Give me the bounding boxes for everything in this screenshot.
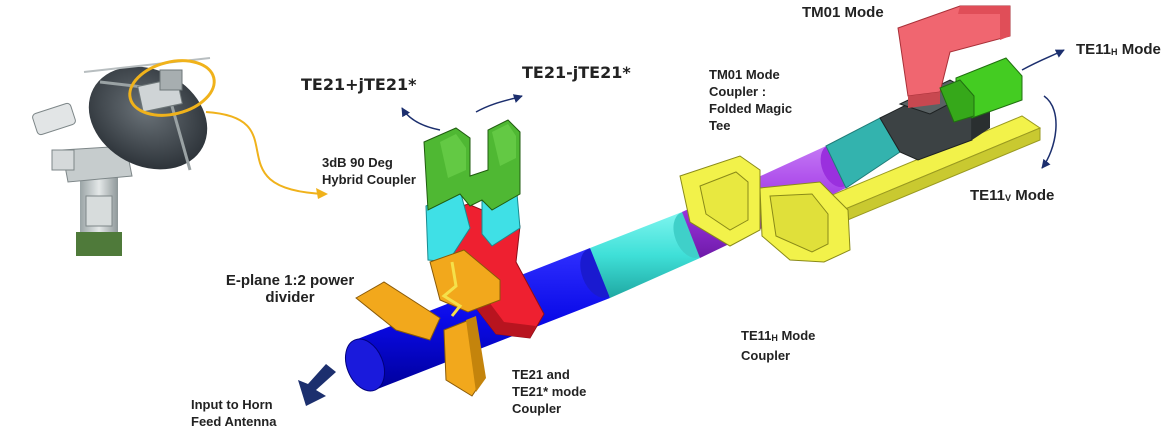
label-te21-coupler: TE21 and TE21* mode Coupler xyxy=(512,367,587,416)
te21-plus-output-arrow xyxy=(401,107,441,131)
label-tm01-mode: TM01 Mode xyxy=(802,4,884,21)
label-te11h-coupler: TE11H Mode Coupler xyxy=(741,328,816,363)
te11h-mode-coupler xyxy=(679,155,851,263)
label-te11h-mode: TE11H Mode xyxy=(1076,41,1161,58)
label-input-horn: Input to Horn Feed Antenna xyxy=(191,397,277,429)
input-arrow xyxy=(298,364,336,406)
label-te11v-mode: TE11V Mode xyxy=(970,187,1055,204)
blue-circular-waveguide xyxy=(344,248,616,392)
hybrid-coupler-green-top xyxy=(423,119,521,211)
e-plane-power-divider xyxy=(355,249,501,397)
antenna-photo xyxy=(32,57,211,256)
te21-minus-output-arrow xyxy=(475,94,523,113)
label-te21-plus: TE21+jTE21* xyxy=(301,75,417,94)
tm01-output-arm xyxy=(897,5,1011,108)
te11h-mode-arrow xyxy=(1021,49,1065,71)
feed-callout-line xyxy=(205,111,327,195)
label-e-plane-divider: E-plane 1:2 power divider xyxy=(225,272,355,306)
label-tm01-coupler: TM01 Mode Coupler : Folded Magic Tee xyxy=(709,67,793,133)
te11h-output-arm xyxy=(939,57,1023,123)
te11v-mode-arrow xyxy=(1041,95,1057,169)
feed-callout-ellipse xyxy=(128,59,216,117)
feed-callout-arrowhead xyxy=(316,188,328,199)
label-te21-minus: TE21-jTE21* xyxy=(522,63,631,82)
label-hybrid-coupler: 3dB 90 Deg Hybrid Coupler xyxy=(322,155,416,187)
